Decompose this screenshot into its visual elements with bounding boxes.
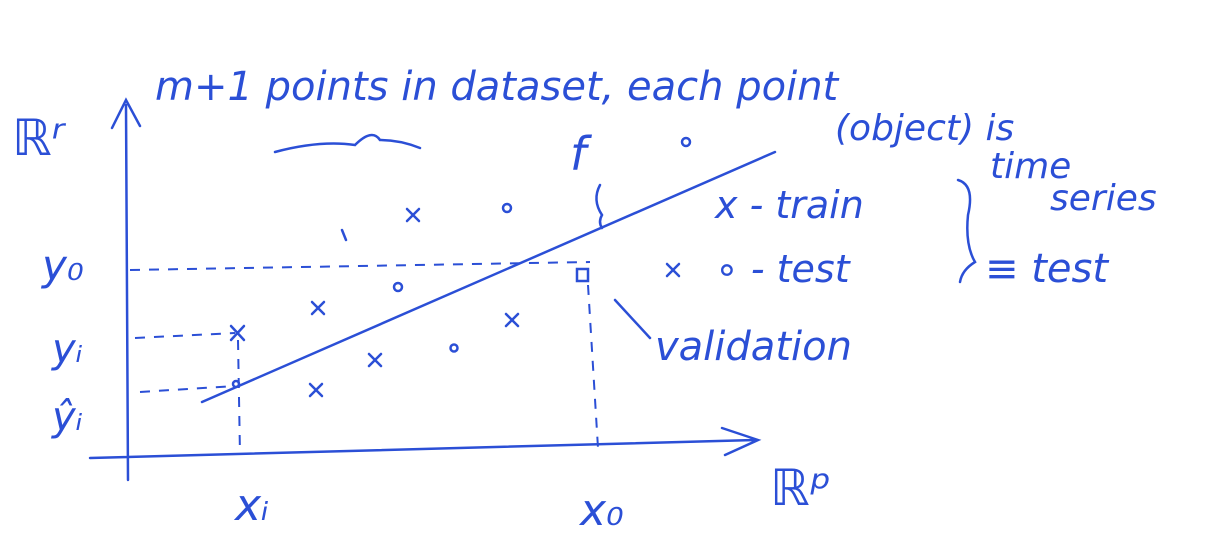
test-point xyxy=(501,202,513,214)
train-point xyxy=(405,207,421,223)
yi-hat-guide xyxy=(139,385,236,393)
annotation: series xyxy=(1050,178,1157,219)
y0-label: y₀ xyxy=(40,241,84,290)
train-points xyxy=(229,207,681,398)
y-axis-label: ℝʳ xyxy=(12,109,67,167)
x0-guide xyxy=(587,284,599,449)
train-point xyxy=(665,262,681,278)
train-point xyxy=(340,228,348,242)
test-point xyxy=(392,281,404,293)
legend-test-group: ≡ test xyxy=(985,246,1109,292)
annotation: time xyxy=(990,146,1071,187)
train-point xyxy=(504,312,520,328)
legend-validation: validation xyxy=(655,324,852,370)
regression-line xyxy=(200,150,777,404)
y0-guide xyxy=(129,261,591,271)
train-point xyxy=(367,352,383,368)
yi-hat-label: ŷᵢ xyxy=(51,394,83,440)
test-point xyxy=(680,136,692,148)
y-axis xyxy=(110,97,142,482)
xi-label: xᵢ xyxy=(233,480,269,531)
test-points xyxy=(231,136,692,389)
validation-pointer xyxy=(613,298,652,340)
legend-train: x - train xyxy=(714,183,864,227)
annotation: (object) is xyxy=(835,108,1014,149)
residual-brace xyxy=(595,183,604,230)
yi-label: yᵢ xyxy=(51,326,83,372)
legend-test: ∘ - test xyxy=(715,247,852,291)
train-point xyxy=(310,300,326,316)
annotation: m+1 points in dataset, each point xyxy=(155,64,840,110)
test-point xyxy=(449,343,459,353)
brace xyxy=(273,133,422,154)
x0-label: x₀ xyxy=(578,485,624,536)
x-axis xyxy=(88,426,762,460)
legend-brace xyxy=(956,178,977,284)
validation-point xyxy=(575,267,590,283)
train-point xyxy=(229,324,246,342)
test-point xyxy=(231,379,241,389)
yi-guide xyxy=(134,332,236,339)
x-axis-label: ℝᵖ xyxy=(770,459,831,517)
model-label: f xyxy=(570,127,592,181)
xi-guide xyxy=(237,339,241,456)
train-point xyxy=(308,382,324,398)
